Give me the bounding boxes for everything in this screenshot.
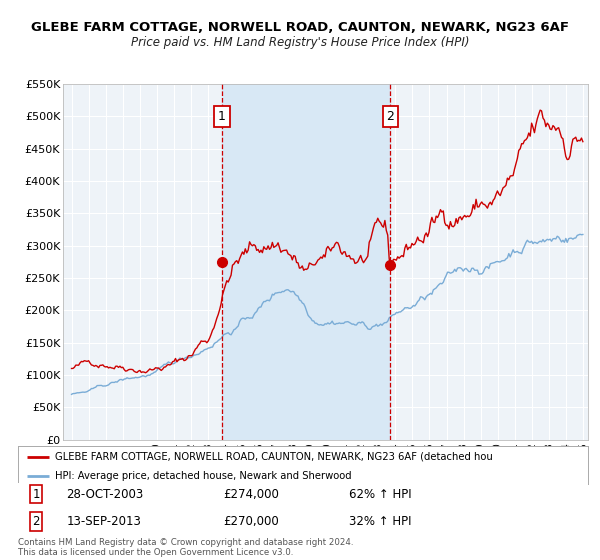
Text: 28-OCT-2003: 28-OCT-2003 bbox=[67, 488, 144, 501]
Text: £274,000: £274,000 bbox=[223, 488, 279, 501]
Bar bbox=[222, 84, 391, 440]
Text: £270,000: £270,000 bbox=[223, 515, 279, 528]
Text: 62% ↑ HPI: 62% ↑ HPI bbox=[349, 488, 411, 501]
Text: 1: 1 bbox=[218, 110, 226, 123]
Text: 2: 2 bbox=[32, 515, 40, 528]
Text: Contains HM Land Registry data © Crown copyright and database right 2024.
This d: Contains HM Land Registry data © Crown c… bbox=[18, 538, 353, 557]
Text: 1: 1 bbox=[32, 488, 40, 501]
Text: Price paid vs. HM Land Registry's House Price Index (HPI): Price paid vs. HM Land Registry's House … bbox=[131, 36, 469, 49]
Text: HPI: Average price, detached house, Newark and Sherwood: HPI: Average price, detached house, Newa… bbox=[55, 471, 352, 481]
Text: 2: 2 bbox=[386, 110, 394, 123]
Text: 13-SEP-2013: 13-SEP-2013 bbox=[67, 515, 142, 528]
Text: GLEBE FARM COTTAGE, NORWELL ROAD, CAUNTON, NEWARK, NG23 6AF: GLEBE FARM COTTAGE, NORWELL ROAD, CAUNTO… bbox=[31, 21, 569, 34]
Text: GLEBE FARM COTTAGE, NORWELL ROAD, CAUNTON, NEWARK, NG23 6AF (detached hou: GLEBE FARM COTTAGE, NORWELL ROAD, CAUNTO… bbox=[55, 452, 493, 462]
Text: 32% ↑ HPI: 32% ↑ HPI bbox=[349, 515, 411, 528]
